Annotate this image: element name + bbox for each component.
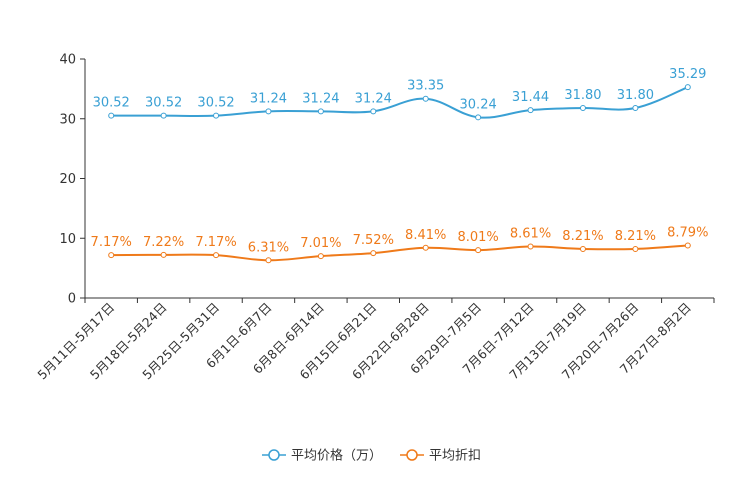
- data-point[interactable]: [317, 108, 324, 115]
- data-label: 8.21%: [562, 229, 603, 244]
- data-label: 31.24: [355, 91, 392, 106]
- y-tick-label: 30: [59, 112, 76, 127]
- data-point[interactable]: [160, 251, 167, 258]
- data-point[interactable]: [108, 252, 115, 259]
- data-label: 6.31%: [248, 240, 289, 255]
- y-tick-label: 40: [59, 53, 76, 68]
- data-point[interactable]: [475, 247, 482, 254]
- data-point[interactable]: [160, 112, 167, 119]
- legend-marker-icon: [406, 449, 418, 461]
- data-point[interactable]: [422, 244, 429, 251]
- data-point[interactable]: [632, 104, 639, 111]
- data-point[interactable]: [579, 245, 586, 252]
- series-line-1: [111, 244, 688, 262]
- data-point[interactable]: [527, 107, 534, 114]
- data-point[interactable]: [579, 104, 586, 111]
- legend-label: 平均折扣: [429, 449, 481, 464]
- data-label: 35.29: [669, 67, 706, 82]
- data-label: 7.52%: [353, 233, 394, 248]
- data-point[interactable]: [422, 95, 429, 102]
- data-point[interactable]: [213, 252, 220, 259]
- data-point[interactable]: [317, 253, 324, 260]
- data-label: 8.41%: [405, 228, 446, 243]
- data-point[interactable]: [108, 112, 115, 119]
- legend-item-1[interactable]: 平均折扣: [400, 449, 481, 464]
- data-point[interactable]: [527, 243, 534, 250]
- data-label: 8.61%: [510, 227, 551, 242]
- data-point[interactable]: [265, 257, 272, 264]
- data-point[interactable]: [213, 112, 220, 119]
- data-point[interactable]: [370, 108, 377, 115]
- y-tick-label: 0: [68, 292, 76, 307]
- data-label: 31.80: [564, 88, 601, 103]
- data-label: 8.01%: [457, 230, 498, 245]
- legend-label: 平均价格（万）: [291, 448, 382, 464]
- data-label: 30.24: [460, 97, 497, 112]
- data-label: 7.01%: [300, 236, 341, 251]
- data-label: 31.44: [512, 90, 549, 105]
- data-label: 31.24: [250, 91, 287, 106]
- data-point[interactable]: [632, 245, 639, 252]
- data-labels: 30.52 30.52 30.52 31.24 31.24 31.24 33.35 30.24…: [91, 67, 709, 255]
- data-label: 30.52: [93, 96, 130, 111]
- data-label: 7.17%: [195, 235, 236, 250]
- data-label: 8.79%: [667, 225, 708, 240]
- legend-marker-icon: [268, 449, 280, 461]
- data-label: 7.17%: [91, 235, 132, 250]
- legend: 平均价格（万） 平均折扣: [262, 448, 481, 464]
- data-label: 30.52: [145, 96, 182, 111]
- y-tick-label: 10: [59, 232, 76, 247]
- data-label: 33.35: [407, 79, 444, 94]
- data-point[interactable]: [475, 114, 482, 121]
- data-label: 31.80: [617, 88, 654, 103]
- y-tick-label: 20: [59, 172, 76, 187]
- data-point[interactable]: [370, 250, 377, 257]
- data-label: 7.22%: [143, 235, 184, 250]
- series-line-0: [111, 86, 689, 119]
- data-label: 8.21%: [615, 229, 656, 244]
- data-point[interactable]: [684, 84, 691, 91]
- series-layer: [108, 84, 691, 264]
- data-point[interactable]: [684, 242, 691, 249]
- data-label: 31.24: [302, 91, 339, 106]
- legend-item-0[interactable]: 平均价格（万）: [262, 448, 382, 464]
- data-label: 30.52: [197, 96, 234, 111]
- data-point[interactable]: [265, 108, 272, 115]
